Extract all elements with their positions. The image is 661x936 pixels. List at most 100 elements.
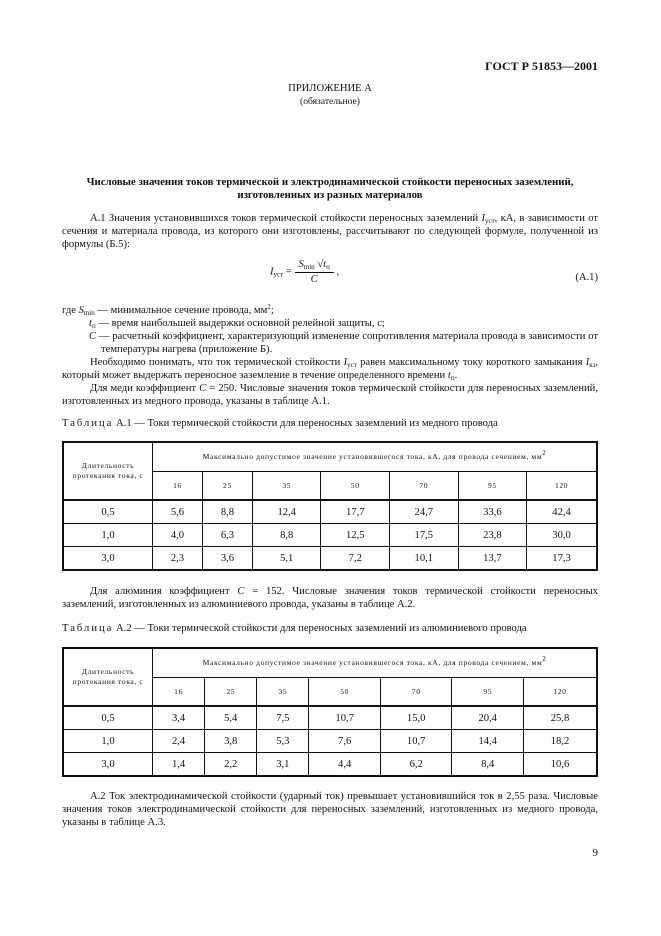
value-cell: 4,4 xyxy=(308,752,381,777)
value-cell: 20,4 xyxy=(451,705,524,730)
value-cell: 5,4 xyxy=(204,705,258,730)
value-cell: 13,7 xyxy=(457,546,528,571)
definitions: где Smin — минимальное сечение провода, … xyxy=(62,304,598,356)
value-cell: 7,6 xyxy=(308,729,381,753)
column-header-cell: 50 xyxy=(308,677,381,707)
column-header-cell: 50 xyxy=(320,471,391,501)
column-group-header: Максимально допустимое значение установи… xyxy=(152,441,598,472)
value-cell: 14,4 xyxy=(451,729,524,753)
table-row: 3,0 2,3 3,6 5,1 7,2 10,1 13,7 17,3 xyxy=(62,546,598,571)
value-cell: 12,5 xyxy=(320,523,391,547)
table-row: 0,5 5,6 8,8 12,4 17,7 24,7 33,6 42,4 xyxy=(62,499,598,524)
value-cell: 17,5 xyxy=(389,523,459,547)
value-cell: 6,3 xyxy=(201,523,253,547)
paragraph-copper: Для меди коэффициент C = 250. Числовые з… xyxy=(62,382,598,408)
text: = 152. Числовые значения токов термическ… xyxy=(62,586,599,610)
duration-cell: 3,0 xyxy=(62,546,153,571)
definition-smin: где Smin — минимальное сечение провода, … xyxy=(62,304,598,317)
value-cell: 2,4 xyxy=(151,729,206,753)
text: Необходимо понимать, что ток термической… xyxy=(90,357,344,368)
paragraph-a1: А.1 Значения установившихся токов термич… xyxy=(62,212,598,251)
table-row: 0,5 3,4 5,4 7,5 10,7 15,0 20,4 25,8 xyxy=(62,705,598,730)
formula-s-sub: min xyxy=(303,263,315,271)
duration-cell: 1,0 xyxy=(62,729,153,753)
symbol: I xyxy=(343,357,348,368)
header-row: Длительность протекания тока, с Максималь… xyxy=(62,441,598,501)
appendix-status: (обязательное) xyxy=(300,96,360,107)
table-label: Таблица xyxy=(62,418,114,429)
text: равен максимальному току короткого замык… xyxy=(356,357,586,368)
value-cell: 8,8 xyxy=(251,523,322,547)
column-header-cell: 95 xyxy=(457,471,528,501)
paragraph-understand: Необходимо понимать, что ток термической… xyxy=(62,356,598,382)
symbol: t xyxy=(447,370,451,381)
value-cell: 5,6 xyxy=(152,499,203,524)
def-sym: t xyxy=(89,318,92,329)
a1-text-end: , кА, в зависимости от сечения и материа… xyxy=(62,213,598,250)
column-header-cell: 16 xyxy=(152,471,203,501)
text: , который может выдержать переносное заз… xyxy=(62,357,599,381)
value-cell: 24,7 xyxy=(389,499,459,524)
a1-text: А.1 Значения установившихся токов термич… xyxy=(90,213,482,224)
def-lead: где xyxy=(62,305,79,316)
duration-cell: 3,0 xyxy=(62,752,153,777)
column-group-text: Максимально допустимое значение установи… xyxy=(202,452,543,461)
column-header-row: 16 25 35 50 70 95 120 xyxy=(63,471,598,501)
symbol-sub: уст xyxy=(484,217,495,225)
table-row: 1,0 2,4 3,8 5,3 7,6 10,7 14,4 18,2 xyxy=(62,729,598,753)
value-cell: 8,4 xyxy=(451,752,524,777)
value-cell: 17,7 xyxy=(320,499,391,524)
formula-numerator: Smin √tп xyxy=(294,258,334,273)
column-header-cell: 25 xyxy=(204,677,258,707)
column-header-cell: 95 xyxy=(451,677,524,707)
duration-cell: 0,5 xyxy=(62,705,153,730)
value-cell: 10,1 xyxy=(389,546,459,571)
def-sym: S xyxy=(78,305,84,316)
formula-comma: , xyxy=(336,266,340,278)
value-cell: 3,4 xyxy=(151,705,206,730)
symbol: I xyxy=(585,357,590,368)
column-group-sup: 2 xyxy=(542,655,547,663)
value-cell: 5,1 xyxy=(251,546,322,571)
def-text: — время наибольшей выдержки основной рел… xyxy=(95,318,385,329)
formula-number: (А.1) xyxy=(575,272,598,283)
text: Для меди коэффициент xyxy=(90,383,200,394)
def-sym: C xyxy=(89,331,97,342)
paragraph-a2: А.2 Ток электродинамической стойкости (у… xyxy=(62,791,598,828)
row-header-cell: Длительность протекания тока, с xyxy=(62,647,153,707)
def-sub: п xyxy=(91,322,96,330)
sqrt-icon: √ xyxy=(317,259,324,270)
page-number: 9 xyxy=(592,847,599,859)
text: Для алюминия коэффициент xyxy=(90,586,238,597)
def-end: ; xyxy=(270,305,274,316)
appendix-title: ПРИЛОЖЕНИЕ А xyxy=(288,83,372,94)
column-header-cell: 35 xyxy=(251,471,322,501)
column-header-cell: 25 xyxy=(201,471,253,501)
value-cell: 7,5 xyxy=(256,705,310,730)
formula-lhs-sub: уст xyxy=(273,270,284,279)
header-row: Длительность протекания тока, с Максималь… xyxy=(62,647,598,707)
formula-c: C xyxy=(310,274,318,285)
caption-text: А.1 — Токи термической стойкости для пер… xyxy=(113,418,498,429)
def-sup: 2 xyxy=(267,303,271,311)
text: = 250. Числовые значения токов термическ… xyxy=(62,383,598,407)
section-title-line2: изготовленных из разных материалов xyxy=(237,189,423,201)
value-cell: 42,4 xyxy=(526,499,598,524)
value-cell: 8,8 xyxy=(201,499,253,524)
value-cell: 30,0 xyxy=(526,523,598,547)
symbol: C xyxy=(237,586,245,597)
column-header-cell: 70 xyxy=(379,677,453,707)
value-cell: 4,0 xyxy=(152,523,203,547)
table-row: 3,0 1,4 2,2 3,1 4,4 6,2 8,4 10,6 xyxy=(62,752,598,777)
formula-eq: = xyxy=(285,266,292,278)
value-cell: 10,7 xyxy=(379,729,453,753)
def-text: — расчетный коэффициент, характеризующий… xyxy=(96,331,598,355)
column-group-text: Максимально допустимое значение установи… xyxy=(202,658,543,667)
value-cell: 3,8 xyxy=(204,729,258,753)
table-a1: Длительность протекания тока, с Максималь… xyxy=(62,441,598,571)
column-group-header: Максимально допустимое значение установи… xyxy=(152,647,598,678)
value-cell: 10,6 xyxy=(522,752,598,777)
formula-fraction: Smin √tп C xyxy=(294,258,334,286)
formula-denominator: C xyxy=(295,273,334,286)
column-group-sup: 2 xyxy=(542,449,547,457)
